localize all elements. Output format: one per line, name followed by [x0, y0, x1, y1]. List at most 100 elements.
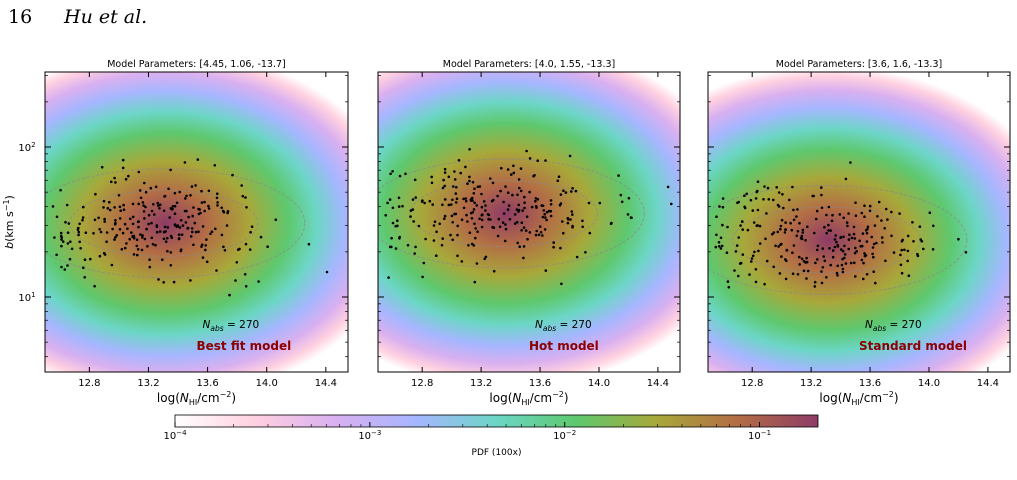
- data-point: [737, 200, 740, 204]
- data-point: [166, 249, 169, 253]
- data-point: [568, 154, 572, 158]
- panel-title: Model Parameters: [4.0, 1.55, -13.3]: [443, 59, 615, 70]
- data-point: [201, 225, 205, 228]
- data-point: [523, 195, 526, 199]
- data-point: [536, 159, 539, 162]
- x-tick-label: 13.6: [196, 378, 218, 389]
- data-point: [79, 247, 82, 250]
- data-point: [813, 280, 817, 284]
- data-point: [756, 208, 760, 212]
- data-point: [406, 243, 410, 247]
- data-point: [543, 213, 546, 216]
- data-point: [842, 216, 845, 220]
- data-point: [541, 204, 545, 208]
- data-point: [411, 198, 415, 201]
- data-point: [539, 231, 543, 234]
- data-point: [795, 215, 798, 218]
- data-point: [222, 245, 225, 249]
- data-point: [754, 268, 758, 271]
- data-point: [560, 282, 563, 286]
- data-point: [516, 193, 519, 197]
- data-point: [523, 206, 526, 210]
- data-point: [900, 240, 904, 243]
- data-point: [785, 248, 789, 252]
- density-field: [378, 72, 680, 372]
- data-point: [117, 194, 121, 197]
- data-point: [166, 236, 169, 240]
- data-point: [881, 241, 884, 244]
- data-point: [132, 253, 136, 256]
- data-point: [131, 202, 135, 206]
- data-point: [68, 257, 72, 261]
- data-point: [530, 205, 534, 209]
- data-point: [850, 236, 854, 240]
- panel-title: Model Parameters: [4.45, 1.06, -13.7]: [107, 59, 286, 70]
- data-point: [453, 178, 457, 181]
- data-point: [758, 242, 762, 245]
- data-point: [815, 209, 819, 213]
- data-point: [862, 277, 865, 281]
- data-point: [726, 280, 730, 283]
- data-point: [497, 217, 501, 221]
- data-point: [469, 211, 473, 215]
- data-point: [964, 251, 968, 254]
- data-point: [847, 238, 851, 241]
- data-point: [791, 251, 794, 254]
- data-point: [899, 263, 903, 267]
- data-point: [150, 221, 153, 225]
- data-point: [880, 236, 884, 239]
- data-point: [502, 212, 506, 215]
- data-point: [584, 251, 587, 254]
- data-point: [473, 187, 476, 190]
- data-point: [535, 229, 538, 233]
- data-point: [790, 228, 794, 232]
- data-point: [734, 250, 738, 253]
- data-point: [163, 225, 167, 229]
- data-point: [394, 247, 398, 250]
- data-point: [574, 189, 578, 193]
- data-point: [189, 235, 193, 238]
- data-point: [836, 245, 840, 248]
- y-axis-label: b(km s−1): [2, 195, 16, 249]
- data-point: [482, 200, 486, 203]
- data-point: [51, 205, 55, 208]
- data-point: [476, 230, 479, 233]
- data-point: [470, 217, 474, 220]
- data-point: [922, 247, 925, 251]
- data-point: [137, 220, 140, 223]
- data-point: [478, 217, 481, 220]
- data-point: [203, 209, 206, 213]
- data-point: [750, 260, 753, 263]
- data-point: [513, 213, 517, 216]
- data-point: [918, 225, 922, 228]
- data-point: [137, 202, 140, 206]
- data-point: [802, 269, 806, 273]
- data-point: [199, 211, 202, 215]
- data-point: [549, 199, 553, 202]
- data-point: [118, 217, 122, 220]
- data-point: [557, 175, 561, 178]
- data-point: [158, 207, 161, 210]
- data-point: [816, 244, 820, 248]
- data-point: [471, 180, 475, 184]
- data-point: [200, 201, 204, 204]
- data-point: [462, 206, 466, 210]
- data-point: [765, 212, 768, 215]
- data-point: [872, 255, 875, 259]
- data-point: [872, 242, 876, 246]
- data-point: [766, 186, 770, 190]
- data-point: [121, 166, 125, 170]
- data-point: [55, 253, 58, 257]
- data-point: [454, 201, 458, 204]
- data-point: [83, 258, 87, 262]
- panel-3: 12.8 13.2 13.6 14.0 14.4 Model Parameters: [3…: [707, 59, 1011, 407]
- data-point: [389, 172, 392, 176]
- data-point: [401, 204, 404, 208]
- data-point: [535, 206, 538, 209]
- data-point: [871, 252, 874, 256]
- data-point: [66, 264, 69, 267]
- data-point: [176, 225, 180, 228]
- data-point: [472, 192, 476, 195]
- data-point: [215, 196, 219, 200]
- data-point: [460, 218, 464, 221]
